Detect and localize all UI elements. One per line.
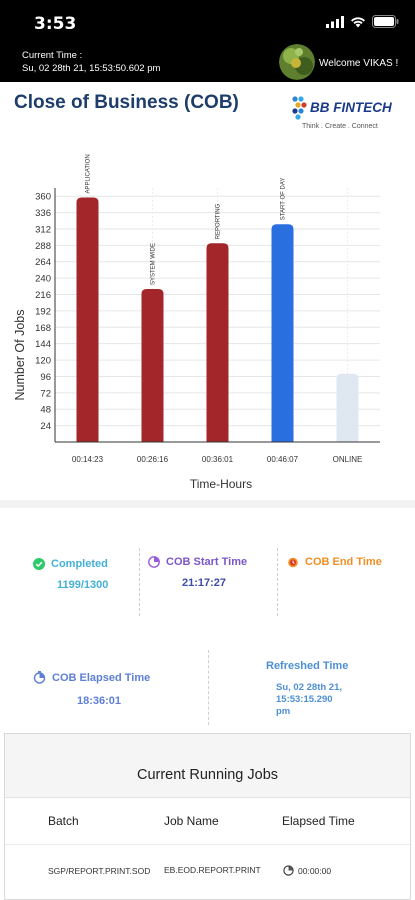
- stat-divider-1: [139, 548, 140, 616]
- y-tick-label: 168: [35, 323, 51, 334]
- brand-logo: BB FINTECH Think . Create . Connect: [290, 92, 400, 136]
- signal-icon: [326, 15, 344, 28]
- y-tick-label: 192: [35, 306, 51, 317]
- cob-elapsed-stat: COB Elapsed Time 18:36:01: [33, 671, 150, 707]
- cob-end-label: COB End Time: [305, 556, 382, 568]
- completed-stat: Completed 1199/1300: [33, 558, 108, 591]
- cob-start-stat: COB Start Time 21:17:27: [148, 556, 247, 589]
- x-tick-labels: 00:14:23 00:26:16 00:36:01 00:46:07 ONLINE: [72, 455, 362, 464]
- cob-end-stat: COB End Time: [287, 556, 382, 577]
- y-tick-label: 288: [35, 241, 51, 252]
- column-header-job-name: Job Name: [164, 814, 219, 828]
- y-tick-labels: 24 48 72 96 120 144 168 192 216 240 264 288 312 336 36…: [35, 192, 51, 432]
- refreshed-label: Refreshed Time: [266, 660, 349, 672]
- clock-icon: [148, 556, 160, 568]
- chart-bar: [76, 197, 99, 442]
- avatar[interactable]: [279, 44, 315, 80]
- column-header-batch: Batch: [48, 814, 79, 828]
- chart-svg: APPLICATION SYSTEM WIDE REPORTING START OF …: [13, 154, 380, 491]
- current-time-label: Current Time :: [22, 50, 83, 61]
- status-icons: [326, 15, 399, 28]
- welcome-text: Welcome VIKAS !: [319, 58, 399, 69]
- timer-icon: [33, 671, 46, 684]
- y-tick-label: 264: [35, 257, 51, 268]
- wifi-icon: [351, 16, 365, 27]
- bar-label: REPORTING: [216, 203, 222, 239]
- chart-bars: APPLICATION SYSTEM WIDE REPORTING START OF …: [76, 154, 359, 442]
- y-tick-label: 48: [40, 405, 51, 416]
- cob-start-label: COB Start Time: [166, 556, 248, 568]
- refreshed-stat: Refreshed Time Su, 02 28th 21, 15:53:15.…: [266, 660, 348, 718]
- status-bar: 3:53: [0, 0, 415, 44]
- current-time-value: Su, 02 28th 21, 15:53:50.602 pm: [22, 63, 161, 74]
- job-batch-cell: SGP/REPORT.PRINT.SOD: [48, 866, 151, 876]
- bar-label: APPLICATION: [86, 154, 92, 193]
- app-header: Current Time : Su, 02 28th 21, 15:53:50.…: [0, 44, 415, 82]
- table-header-divider: [5, 844, 410, 845]
- running-jobs-title: Current Running Jobs: [136, 767, 279, 783]
- chart-bar: [271, 224, 294, 442]
- completed-label: Completed: [51, 558, 108, 570]
- refreshed-value-line-1: Su, 02 28th 21,: [276, 682, 343, 693]
- y-tick-label: 336: [35, 208, 51, 219]
- chart-bar: [141, 289, 164, 442]
- brand-name: BB FINTECH: [310, 100, 392, 115]
- refreshed-value: Su, 02 28th 21, 15:53:15.290 pm: [276, 682, 348, 718]
- bar-label: SYSTEM WIDE: [151, 243, 157, 285]
- check-circle-icon: [33, 558, 45, 570]
- y-tick-label: 24: [40, 421, 51, 432]
- cob-bar-chart: APPLICATION SYSTEM WIDE REPORTING START OF …: [0, 140, 415, 500]
- job-elapsed-value: 00:00:00: [298, 865, 332, 876]
- y-tick-label: 360: [35, 192, 51, 203]
- x-tick-label: 00:36:01: [202, 455, 234, 464]
- y-axis-label: Number Of Jobs: [13, 309, 27, 400]
- chart-bar: [336, 373, 359, 442]
- y-tick-label: 216: [35, 290, 51, 301]
- x-tick-label: ONLINE: [333, 455, 363, 464]
- completed-value: 1199/1300: [57, 579, 109, 591]
- x-tick-label: 00:26:16: [137, 455, 169, 464]
- section-divider: [0, 500, 415, 508]
- running-jobs-title-bar: Current Running Jobs: [5, 734, 410, 798]
- battery-icon: [372, 15, 399, 28]
- x-tick-label: 00:46:07: [267, 455, 299, 464]
- avatar-image-icon: [279, 44, 315, 80]
- column-header-elapsed-time: Elapsed Time: [282, 814, 355, 828]
- y-tick-label: 240: [35, 274, 51, 285]
- running-jobs-panel: Current Running Jobs Batch Job Name Elap…: [4, 733, 411, 900]
- y-tick-label: 312: [35, 224, 51, 235]
- alarm-clock-icon: [288, 557, 298, 568]
- status-time: 3:53: [34, 14, 77, 34]
- x-tick-label: 00:14:23: [72, 455, 104, 464]
- chart-bar: [206, 243, 229, 442]
- y-tick-label: 72: [40, 388, 51, 399]
- cob-elapsed-label: COB Elapsed Time: [52, 671, 151, 684]
- brand-tagline: Think . Create . Connect: [302, 123, 378, 130]
- cob-start-value: 21:17:27: [182, 577, 227, 589]
- y-tick-label: 120: [35, 356, 51, 367]
- stat-divider-2: [277, 548, 278, 616]
- cob-elapsed-value: 18:36:01: [77, 695, 122, 707]
- page-title: Close of Business (COB): [14, 92, 239, 113]
- stopwatch-icon: [283, 865, 294, 876]
- x-axis-label: Time-Hours: [190, 477, 252, 491]
- brand-mark-icon: [292, 96, 307, 120]
- job-name-cell: EB.EOD.REPORT.PRINT: [164, 865, 261, 875]
- bar-label: START OF DAY: [281, 178, 287, 221]
- refreshed-value-line-3: pm: [276, 706, 291, 717]
- stat-divider-3: [208, 650, 209, 725]
- y-tick-label: 96: [40, 372, 51, 383]
- y-tick-label: 144: [35, 339, 51, 350]
- job-elapsed-cell: 00:00:00: [283, 865, 331, 876]
- refreshed-value-line-2: 15:53:15.290: [276, 694, 333, 705]
